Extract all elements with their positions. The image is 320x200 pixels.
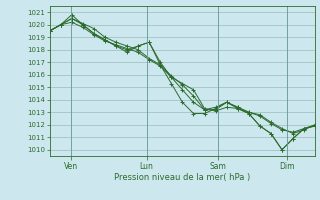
X-axis label: Pression niveau de la mer( hPa ): Pression niveau de la mer( hPa ) <box>114 173 251 182</box>
